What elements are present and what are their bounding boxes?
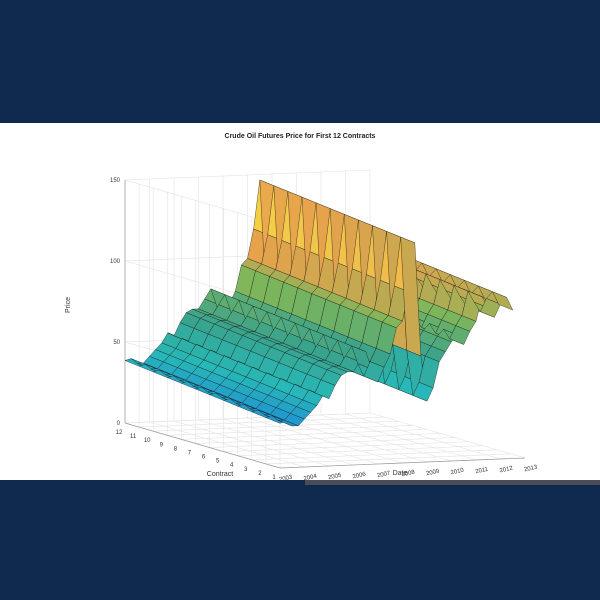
grid-line xyxy=(173,420,330,467)
grid-line xyxy=(223,441,469,452)
grid-line xyxy=(195,433,441,444)
grid-line xyxy=(369,412,526,459)
contract-tick-label: 5 xyxy=(216,459,220,465)
surface-patch xyxy=(492,291,514,311)
grid-line xyxy=(198,419,354,466)
z-ticks: 0 50 100 150 xyxy=(110,178,121,427)
grid-line xyxy=(209,437,455,448)
grid-line xyxy=(265,453,511,465)
z-tick-label: 0 xyxy=(117,421,121,427)
surface-plot: Crude Oil Futures Price for First 12 Con… xyxy=(65,133,539,480)
date-tick-label: 2003 xyxy=(279,475,294,480)
date-tick-label: 2008 xyxy=(401,470,416,479)
contract-tick-label: 9 xyxy=(160,442,164,448)
date-tick-label: 2011 xyxy=(475,467,490,476)
contract-tick-label: 12 xyxy=(116,430,123,436)
surface-mesh xyxy=(124,179,514,427)
date-ticks: 2003 2004 2005 2006 2007 2008 2009 2010 2011 2012… xyxy=(279,465,539,480)
grid-line xyxy=(124,412,371,424)
date-tick-label: 2007 xyxy=(377,471,392,480)
grid-line xyxy=(296,415,452,462)
z-tick-label: 100 xyxy=(110,259,121,265)
grid-line xyxy=(251,449,497,461)
grid-line xyxy=(345,413,501,460)
date-axis-label: Date xyxy=(393,470,408,477)
contract-tick-label: 1 xyxy=(272,475,276,480)
grid-line xyxy=(153,420,399,432)
chart-title: Crude Oil Futures Price for First 12 Con… xyxy=(225,133,376,140)
date-tick-label: 2012 xyxy=(499,466,514,475)
contract-tick-label: 10 xyxy=(144,438,151,444)
z-axis-label: Price xyxy=(65,297,72,313)
date-axis-line xyxy=(279,457,526,469)
contract-tick-label: 7 xyxy=(188,450,192,456)
contract-tick-label: 8 xyxy=(174,446,178,452)
date-tick-label: 2006 xyxy=(352,472,367,480)
date-tick-label: 2009 xyxy=(426,469,441,478)
grid-line xyxy=(320,414,477,461)
contract-tick-label: 4 xyxy=(230,463,234,469)
grid-line xyxy=(222,418,379,465)
contract-ticks: 12 11 10 9 8 7 6 5 4 3 2 1 xyxy=(116,430,277,480)
panel-shadow xyxy=(305,480,600,485)
figure-panel: Crude Oil Futures Price for First 12 Con… xyxy=(0,123,600,480)
grid-line xyxy=(181,429,427,440)
grid-line xyxy=(247,417,403,464)
z-tick-label: 50 xyxy=(113,340,120,346)
contract-axis-line xyxy=(124,422,281,469)
z-tick-label: 150 xyxy=(110,178,121,184)
date-tick-label: 2010 xyxy=(450,468,465,477)
date-tick-label: 2004 xyxy=(303,474,318,480)
grid-line xyxy=(167,424,413,436)
grid-line xyxy=(139,416,385,428)
contract-tick-label: 6 xyxy=(202,455,206,461)
grid-line xyxy=(149,421,305,468)
grid-line xyxy=(124,179,281,226)
grid-line xyxy=(237,445,483,457)
date-tick-label: 2005 xyxy=(328,473,343,480)
contract-axis-label: Contract xyxy=(207,471,234,478)
contract-tick-label: 2 xyxy=(258,471,262,477)
contract-tick-label: 11 xyxy=(130,434,137,440)
date-tick-label: 2013 xyxy=(524,465,539,474)
contract-tick-label: 3 xyxy=(244,467,248,473)
